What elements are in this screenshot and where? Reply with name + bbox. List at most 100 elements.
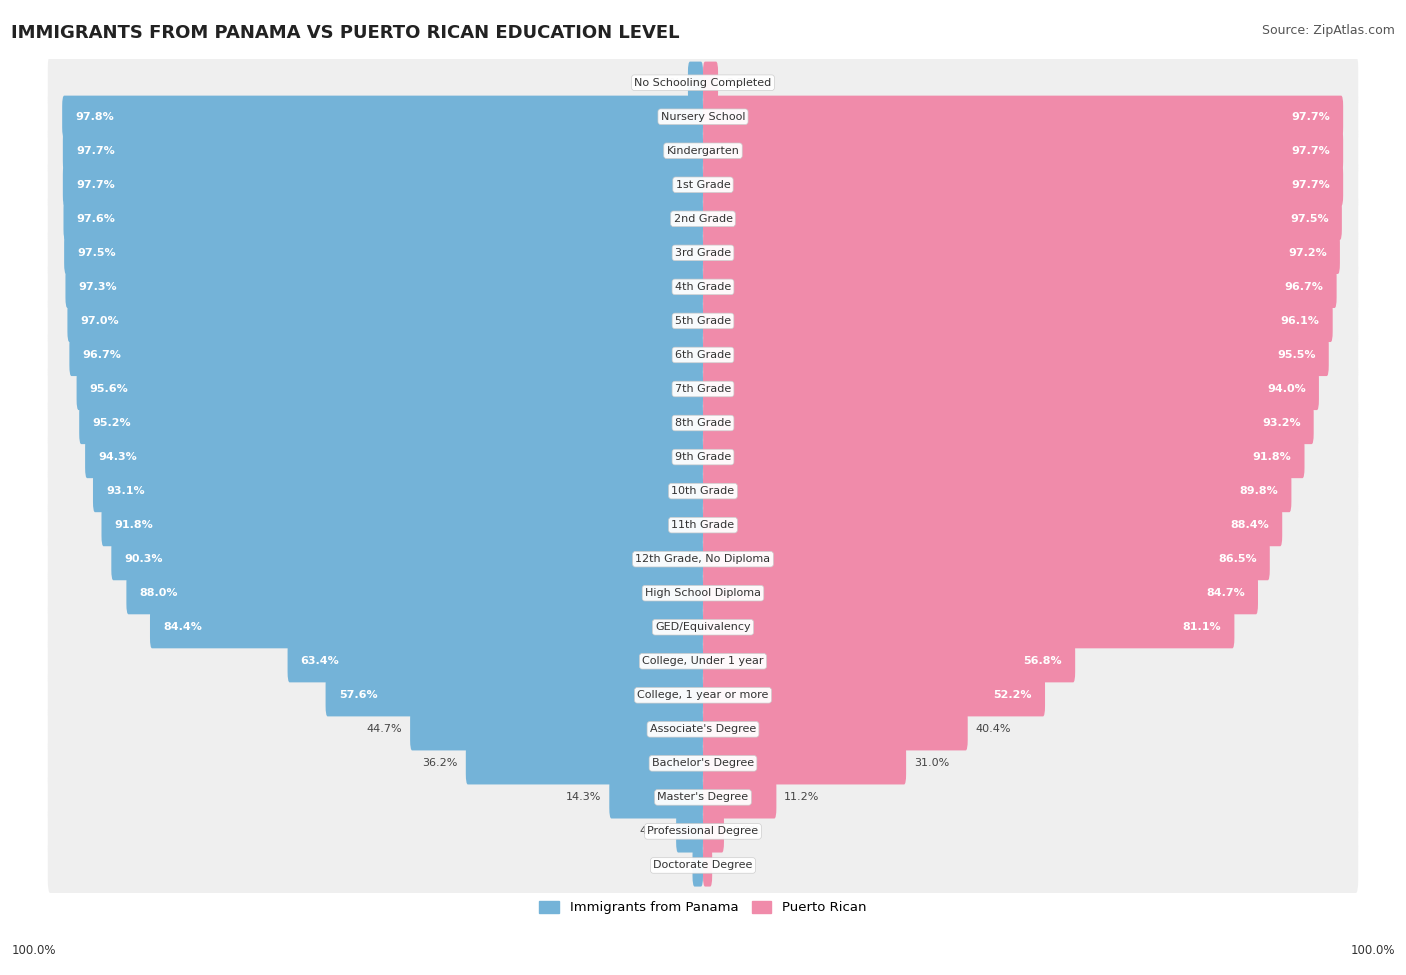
FancyBboxPatch shape: [48, 600, 1358, 655]
Text: 97.7%: 97.7%: [76, 179, 115, 190]
Text: 93.2%: 93.2%: [1263, 418, 1301, 428]
Text: 36.2%: 36.2%: [423, 759, 458, 768]
FancyBboxPatch shape: [703, 641, 1076, 682]
FancyBboxPatch shape: [703, 708, 967, 751]
Text: Kindergarten: Kindergarten: [666, 146, 740, 156]
Text: Doctorate Degree: Doctorate Degree: [654, 861, 752, 871]
Text: 96.7%: 96.7%: [1285, 282, 1323, 292]
Text: 90.3%: 90.3%: [124, 554, 163, 565]
FancyBboxPatch shape: [48, 634, 1358, 689]
Text: 6th Grade: 6th Grade: [675, 350, 731, 360]
Text: 97.5%: 97.5%: [77, 248, 115, 257]
FancyBboxPatch shape: [326, 674, 703, 717]
FancyBboxPatch shape: [48, 803, 1358, 859]
Text: 88.4%: 88.4%: [1230, 520, 1270, 530]
FancyBboxPatch shape: [609, 776, 703, 818]
Text: No Schooling Completed: No Schooling Completed: [634, 78, 772, 88]
Text: 11th Grade: 11th Grade: [672, 520, 734, 530]
FancyBboxPatch shape: [66, 266, 703, 308]
Text: 40.4%: 40.4%: [976, 724, 1011, 734]
Text: 97.2%: 97.2%: [1288, 248, 1327, 257]
Text: Nursery School: Nursery School: [661, 112, 745, 122]
FancyBboxPatch shape: [76, 368, 703, 410]
FancyBboxPatch shape: [48, 225, 1358, 281]
Text: 31.0%: 31.0%: [914, 759, 949, 768]
FancyBboxPatch shape: [48, 191, 1358, 247]
Text: 91.8%: 91.8%: [1253, 452, 1291, 462]
Text: Bachelor's Degree: Bachelor's Degree: [652, 759, 754, 768]
FancyBboxPatch shape: [703, 674, 1045, 717]
FancyBboxPatch shape: [703, 572, 1258, 614]
Text: 3rd Grade: 3rd Grade: [675, 248, 731, 257]
Text: 84.4%: 84.4%: [163, 622, 202, 632]
FancyBboxPatch shape: [703, 504, 1282, 546]
Text: 96.7%: 96.7%: [83, 350, 121, 360]
Text: 97.0%: 97.0%: [80, 316, 120, 326]
Text: 100.0%: 100.0%: [1350, 945, 1395, 957]
FancyBboxPatch shape: [69, 333, 703, 376]
FancyBboxPatch shape: [48, 497, 1358, 553]
Text: 97.8%: 97.8%: [76, 112, 114, 122]
FancyBboxPatch shape: [111, 538, 703, 580]
Text: 5th Grade: 5th Grade: [675, 316, 731, 326]
Text: High School Diploma: High School Diploma: [645, 588, 761, 599]
Text: 2.3%: 2.3%: [725, 78, 754, 88]
FancyBboxPatch shape: [65, 232, 703, 274]
Text: 100.0%: 100.0%: [11, 945, 56, 957]
Text: 97.6%: 97.6%: [76, 214, 115, 224]
FancyBboxPatch shape: [48, 769, 1358, 825]
FancyBboxPatch shape: [703, 776, 776, 818]
FancyBboxPatch shape: [703, 810, 724, 852]
Text: 2.3%: 2.3%: [652, 78, 681, 88]
Text: 88.0%: 88.0%: [139, 588, 179, 599]
FancyBboxPatch shape: [703, 470, 1291, 512]
Text: Associate's Degree: Associate's Degree: [650, 724, 756, 734]
Text: 97.7%: 97.7%: [76, 146, 115, 156]
Text: 97.5%: 97.5%: [1291, 214, 1329, 224]
Text: 94.3%: 94.3%: [98, 452, 136, 462]
FancyBboxPatch shape: [703, 368, 1319, 410]
Text: 84.7%: 84.7%: [1206, 588, 1244, 599]
Text: 10th Grade: 10th Grade: [672, 487, 734, 496]
FancyBboxPatch shape: [703, 300, 1333, 342]
FancyBboxPatch shape: [703, 742, 905, 785]
Text: 95.5%: 95.5%: [1277, 350, 1316, 360]
FancyBboxPatch shape: [79, 402, 703, 445]
Text: 14.3%: 14.3%: [567, 793, 602, 802]
Text: 44.7%: 44.7%: [367, 724, 402, 734]
FancyBboxPatch shape: [48, 429, 1358, 485]
FancyBboxPatch shape: [48, 259, 1358, 315]
Text: 96.1%: 96.1%: [1281, 316, 1320, 326]
FancyBboxPatch shape: [48, 838, 1358, 893]
Text: 97.7%: 97.7%: [1291, 179, 1330, 190]
Text: Professional Degree: Professional Degree: [647, 827, 759, 837]
Text: 86.5%: 86.5%: [1218, 554, 1257, 565]
FancyBboxPatch shape: [48, 89, 1358, 144]
Text: 95.2%: 95.2%: [93, 418, 131, 428]
Text: 9th Grade: 9th Grade: [675, 452, 731, 462]
Text: 81.1%: 81.1%: [1182, 622, 1222, 632]
Text: 97.3%: 97.3%: [79, 282, 117, 292]
Text: IMMIGRANTS FROM PANAMA VS PUERTO RICAN EDUCATION LEVEL: IMMIGRANTS FROM PANAMA VS PUERTO RICAN E…: [11, 24, 679, 42]
Text: GED/Equivalency: GED/Equivalency: [655, 622, 751, 632]
FancyBboxPatch shape: [703, 198, 1341, 240]
Text: College, 1 year or more: College, 1 year or more: [637, 690, 769, 700]
FancyBboxPatch shape: [150, 606, 703, 648]
FancyBboxPatch shape: [411, 708, 703, 751]
Text: 93.1%: 93.1%: [105, 487, 145, 496]
FancyBboxPatch shape: [67, 300, 703, 342]
Text: 95.6%: 95.6%: [90, 384, 128, 394]
FancyBboxPatch shape: [48, 668, 1358, 723]
FancyBboxPatch shape: [465, 742, 703, 785]
FancyBboxPatch shape: [63, 130, 703, 172]
Text: 57.6%: 57.6%: [339, 690, 377, 700]
FancyBboxPatch shape: [703, 61, 718, 103]
Text: 12th Grade, No Diploma: 12th Grade, No Diploma: [636, 554, 770, 565]
FancyBboxPatch shape: [62, 96, 703, 137]
FancyBboxPatch shape: [86, 436, 703, 478]
FancyBboxPatch shape: [703, 844, 713, 886]
Text: 8th Grade: 8th Grade: [675, 418, 731, 428]
FancyBboxPatch shape: [703, 130, 1343, 172]
FancyBboxPatch shape: [101, 504, 703, 546]
Text: 56.8%: 56.8%: [1024, 656, 1062, 666]
